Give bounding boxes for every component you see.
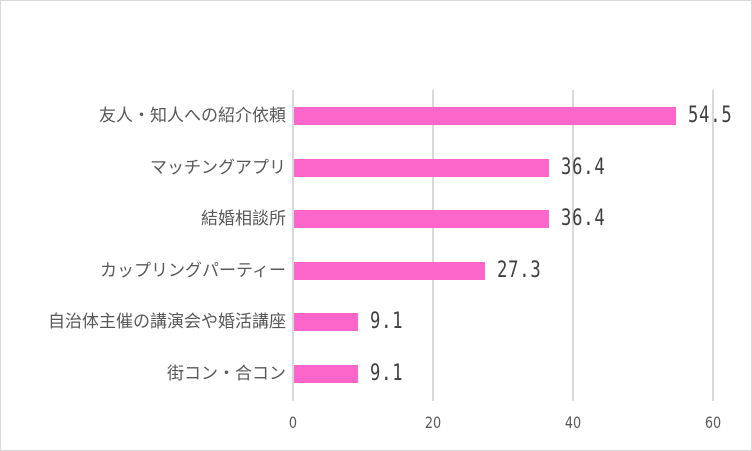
value-label: 9.1 [369,309,404,335]
value-label: 54.5 [687,103,732,128]
gridline [432,90,434,401]
category-label: 自治体主催の講演会や婚活講座 [48,312,286,333]
x-tick-label: 20 [424,413,442,432]
x-tick-label: 40 [564,413,582,432]
category-label: カップリングパーティー [100,260,286,281]
gridline [712,90,714,401]
bar [294,107,676,125]
value-label: 36.4 [560,206,606,232]
value-label: 9.1 [369,361,404,386]
x-tick-label: 0 [288,413,298,432]
bar [294,365,358,383]
value-label: 27.3 [497,257,542,283]
bar [294,158,549,177]
category-label: 街コン・合コン [167,364,286,384]
gridline [572,90,574,401]
bar [294,261,486,280]
gridline [292,90,294,401]
value-label: 36.4 [560,154,606,180]
category-label: 結婚相談所 [201,209,286,230]
category-label: 友人・知人への紹介依頼 [99,106,286,126]
bar [294,313,358,332]
category-label: マッチングアプリ [150,157,286,178]
x-tick-label: 60 [704,413,722,432]
bar [294,210,549,229]
